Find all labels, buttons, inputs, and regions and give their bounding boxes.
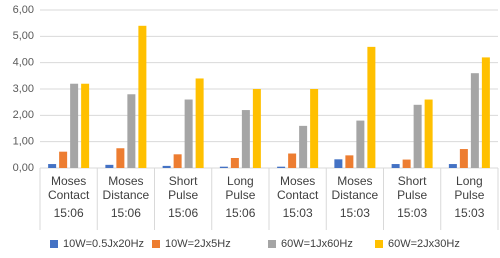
bar: [81, 83, 90, 168]
x-tick-label: Short Pulse: [168, 174, 199, 202]
x-tick-label: Moses Distance: [331, 174, 379, 202]
bar: [299, 125, 308, 168]
legend-item: 60W=2Jx30Hz: [375, 238, 460, 250]
x-tick-label: Moses Contact: [47, 174, 90, 202]
bar: [173, 154, 182, 168]
bar: [59, 151, 68, 168]
legend-label: 10W=0.5Jx20Hz: [63, 238, 145, 250]
legend-label: 60W=1Jx60Hz: [281, 238, 353, 250]
x-group-label: 15:06: [225, 206, 256, 220]
bar: [481, 57, 490, 168]
bar: [138, 25, 147, 168]
y-tick-label: 5,00: [13, 30, 34, 42]
y-tick-label: 1,00: [13, 136, 34, 148]
legend-swatch: [268, 240, 276, 248]
x-group-label: 15:03: [397, 206, 428, 220]
x-tick-label: Long Pulse: [225, 174, 256, 202]
bar: [277, 166, 286, 168]
legend-item: 10W=2Jx5Hz: [152, 238, 231, 250]
legend-swatch: [50, 240, 58, 248]
bar: [310, 89, 319, 168]
legend-label: 10W=2Jx5Hz: [165, 238, 231, 250]
bar: [184, 99, 193, 168]
legend-label: 60W=2Jx30Hz: [388, 238, 460, 250]
bar: [356, 120, 365, 168]
bar: [334, 159, 343, 168]
bar: [252, 89, 261, 168]
bar: [402, 159, 411, 168]
legend-swatch: [152, 240, 160, 248]
legend-item: 10W=0.5Jx20Hz: [50, 238, 144, 250]
bar: [367, 46, 376, 168]
bar: [459, 149, 468, 168]
x-group-label: 15:06: [110, 206, 141, 220]
bar: [48, 164, 57, 168]
legend-swatch: [375, 240, 383, 248]
y-tick-label: 4,00: [13, 57, 34, 69]
bar: [70, 83, 79, 168]
bar: [345, 155, 354, 168]
bar: [413, 104, 422, 168]
x-group-label: 15:06: [53, 206, 84, 220]
bar: [288, 153, 297, 168]
bar: [391, 164, 400, 168]
bar: [105, 164, 114, 168]
x-tick-label: Moses Distance: [102, 174, 150, 202]
x-tick-label: Short Pulse: [397, 174, 428, 202]
bar: [162, 165, 171, 168]
x-group-label: 15:03: [454, 206, 485, 220]
y-tick-label: 0,00: [13, 162, 34, 174]
legend-item: 60W=1Jx60Hz: [268, 238, 353, 250]
y-tick-label: 3,00: [13, 83, 34, 95]
x-tick-label: Moses Contact: [276, 174, 319, 202]
x-group-label: 15:06: [168, 206, 199, 220]
y-tick-label: 6,00: [13, 4, 34, 16]
bar: [127, 94, 136, 168]
x-group-label: 15:03: [282, 206, 313, 220]
bar: [195, 78, 204, 168]
bar: [116, 148, 125, 168]
bar: [241, 110, 250, 168]
x-group-label: 15:03: [339, 206, 370, 220]
bar: [470, 73, 479, 168]
bar: [219, 166, 228, 168]
y-tick-label: 2,00: [13, 109, 34, 121]
x-tick-label: Long Pulse: [454, 174, 485, 202]
bar: [448, 164, 457, 168]
bar: [424, 99, 433, 168]
bar: [230, 157, 239, 168]
